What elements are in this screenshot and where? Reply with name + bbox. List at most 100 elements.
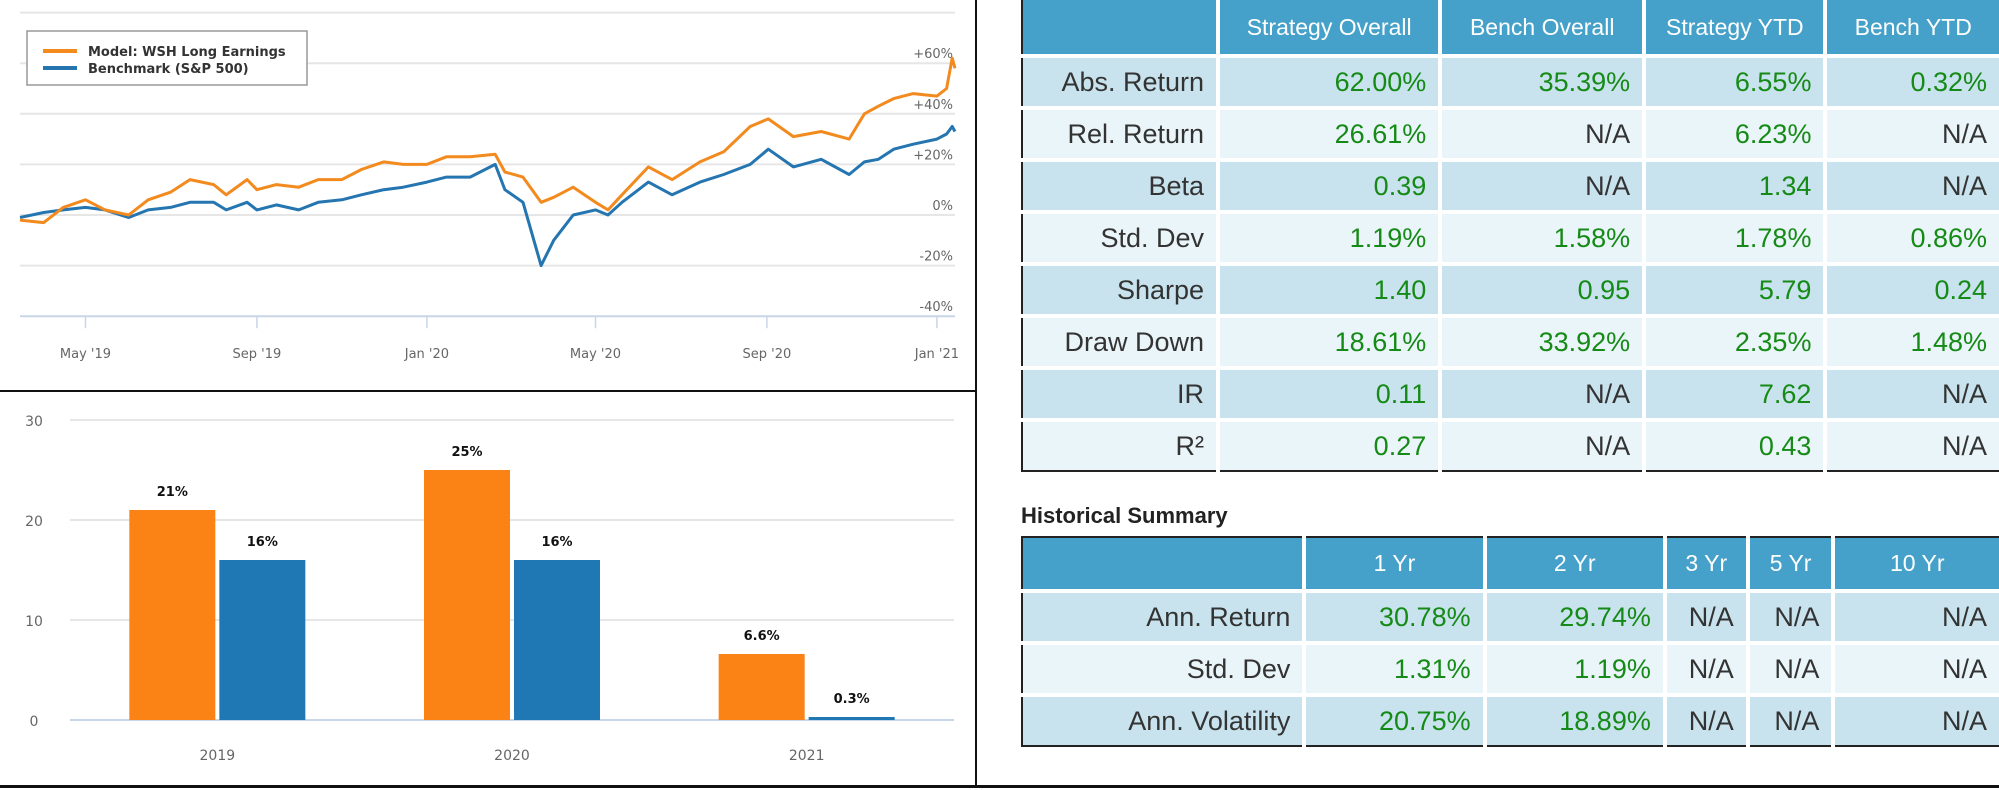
bar [718,654,805,720]
row-label: Ann. Volatility [1022,693,1305,746]
table-row: Ann. Return 30.78% 29.74% N/A N/A N/A [1022,589,1999,643]
y-tick-label: 0% [932,199,953,214]
charts-panel: -40% -20% 0% +20% +40% +60% May '19 Sep '19 Jan … [0,0,977,788]
x-tick-label: May '19 [60,347,111,362]
table-cell: 1.31% [1302,641,1485,695]
row-label: Ann. Return [1022,589,1305,643]
annual-return-bar-chart: 0 10 20 30 2019 21% 16% 2020 25% 16% 2021 6.6% 0.3% [0,392,975,785]
column-header [1022,0,1219,56]
table-cell: 2.35% [1642,314,1826,368]
bar-data-label: 0.3% [834,692,870,707]
table-row: Ann. Volatility 20.75% 18.89% N/A N/A N/A [1022,693,1999,746]
row-label: Rel. Return [1022,106,1219,160]
table-cell: 30.78% [1302,589,1485,643]
table-cell: N/A [1745,641,1834,695]
bar [808,717,895,720]
series-line-model [19,56,957,225]
divider [975,785,1999,788]
table-cell: 29.74% [1482,589,1665,643]
table-cell: N/A [1438,158,1645,212]
table-cell: N/A [1823,418,1999,471]
table-cell: 0.39 [1216,158,1441,212]
y-tick-label: -40% [919,300,953,315]
table-cell: 26.61% [1216,106,1441,160]
table-row: Std. Dev 1.31% 1.19% N/A N/A N/A [1022,641,1999,695]
bar [129,510,216,720]
table-row: R² 0.27 N/A 0.43 N/A [1022,418,1999,471]
y-tick-label: 20 [25,514,43,530]
column-header: 1 Yr [1302,537,1485,591]
row-label: Draw Down [1022,314,1219,368]
bar [424,470,510,720]
column-header: 10 Yr [1831,537,1999,591]
performance-stats-table: Strategy Overall Bench Overall Strategy YT… [1021,0,1999,472]
y-tick-label: 10 [25,614,43,630]
bar-data-label: 25% [451,445,482,460]
x-tick-label: Jan '21 [914,347,959,362]
table-cell: 6.55% [1642,54,1826,108]
x-tick-label: Sep '20 [743,347,792,362]
row-label: Abs. Return [1022,54,1219,108]
table-cell: 20.75% [1302,693,1485,746]
table-cell: 0.24 [1823,262,1999,316]
table-cell: 1.48% [1823,314,1999,368]
row-label: R² [1022,418,1219,471]
y-tick-label: 30 [25,414,43,430]
y-tick-label: -20% [919,250,953,265]
table-cell: N/A [1662,589,1748,643]
table-row: Draw Down 18.61% 33.92% 2.35% 1.48% [1022,314,1999,368]
x-tick-label: May '20 [570,347,621,362]
bar-data-label: 21% [157,485,188,500]
y-tick-label: +20% [913,148,953,163]
table-cell: 1.58% [1438,210,1645,264]
table-cell: 62.00% [1216,54,1441,108]
legend-label: Benchmark (S&P 500) [88,62,249,77]
table-cell: 33.92% [1438,314,1645,368]
table-cell: 1.19% [1216,210,1441,264]
column-header: 3 Yr [1662,537,1748,591]
y-tick-label: +40% [913,98,953,113]
table-cell: 0.11 [1216,366,1441,420]
column-header: 5 Yr [1745,537,1834,591]
historical-summary-table: 1 Yr 2 Yr 3 Yr 5 Yr 10 Yr Ann. Return 30.78% 29… [1021,536,1999,747]
line-chart-svg: -40% -20% 0% +20% +40% +60% May '19 Sep '19 Jan … [19,11,959,362]
row-label: Std. Dev [1022,210,1219,264]
table-cell: N/A [1438,366,1645,420]
header-row: 1 Yr 2 Yr 3 Yr 5 Yr 10 Yr [1022,537,1999,591]
table-cell: 6.23% [1642,106,1826,160]
column-header: Bench YTD [1823,0,1999,56]
row-label: Beta [1022,158,1219,212]
legend-box [26,30,308,86]
table-cell: 1.40 [1216,262,1441,316]
table-cell: N/A [1662,693,1748,746]
table-cell: 0.27 [1216,418,1441,471]
table-cell: 7.62 [1642,366,1826,420]
table-cell: N/A [1438,418,1645,471]
table-cell: N/A [1831,589,1999,643]
column-header: 2 Yr [1482,537,1665,591]
table-cell: 1.19% [1482,641,1665,695]
table-cell: N/A [1438,106,1645,160]
bar-data-label: 6.6% [744,629,780,644]
table-row: Beta 0.39 N/A 1.34 N/A [1022,158,1999,212]
x-tick-label: Jan '20 [404,347,449,362]
table-cell: 18.61% [1216,314,1441,368]
row-label: Sharpe [1022,262,1219,316]
y-tick-label: 0 [30,714,39,730]
table-cell: 18.89% [1482,693,1665,746]
table-cell: 1.34 [1642,158,1826,212]
column-header: Strategy Overall [1216,0,1441,56]
table-cell: N/A [1745,693,1834,746]
x-tick-label: 2021 [789,748,825,764]
table-cell: N/A [1823,158,1999,212]
table-cell: N/A [1823,366,1999,420]
y-tick-label: +60% [913,47,953,62]
legend-label: Model: WSH Long Earnings [88,45,286,60]
table-cell: N/A [1831,693,1999,746]
row-label: IR [1022,366,1219,420]
bar-chart-svg: 0 10 20 30 2019 21% 16% 2020 25% 16% 2021 6.6% 0.3% [25,414,954,764]
table-row: Rel. Return 26.61% N/A 6.23% N/A [1022,106,1999,160]
table-cell: 0.32% [1823,54,1999,108]
table-row: Std. Dev 1.19% 1.58% 1.78% 0.86% [1022,210,1999,264]
table-cell: N/A [1831,641,1999,695]
